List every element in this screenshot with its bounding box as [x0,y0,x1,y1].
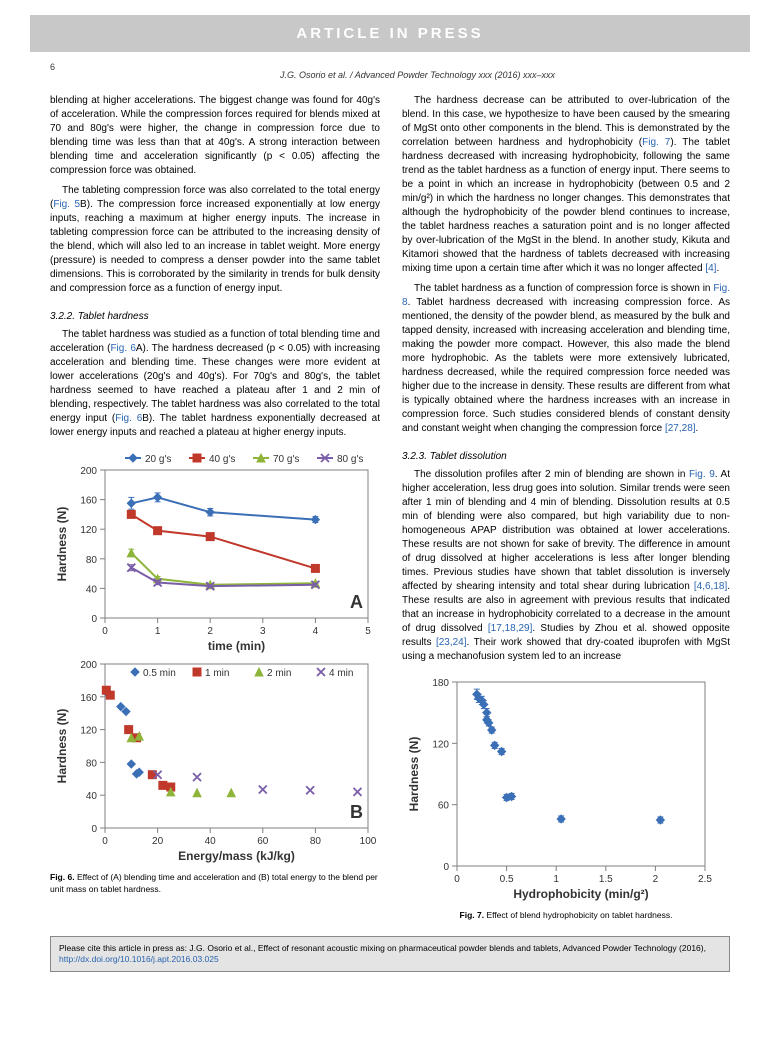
svg-text:60: 60 [438,801,450,812]
svg-text:Hardness (N): Hardness (N) [55,709,69,784]
svg-text:Energy/mass (kJ/kg): Energy/mass (kJ/kg) [178,849,295,863]
svg-text:B: B [350,802,363,822]
svg-text:60: 60 [257,836,269,847]
svg-text:80: 80 [310,836,322,847]
figure-7-chart: 0 0.5 1 1.5 2 2.5 0 60 120 180 Hydrophobicity (min… [402,674,717,904]
svg-text:80: 80 [86,758,98,769]
svg-text:20: 20 [152,836,164,847]
link-fig7[interactable]: Fig. 7 [642,137,670,148]
link-ref2324[interactable]: [23,24] [436,637,467,648]
svg-text:0.5: 0.5 [500,874,514,885]
svg-text:120: 120 [80,726,97,737]
para: The tablet hardness was studied as a fun… [50,328,380,440]
link-ref2728[interactable]: [27,28] [665,423,696,434]
svg-text:120: 120 [432,739,449,750]
para: blending at higher accelerations. The bi… [50,94,380,178]
svg-text:1 min: 1 min [205,668,229,679]
svg-text:180: 180 [432,678,449,689]
figure-6a-chart: 0 1 2 3 4 5 0 40 80 120 160 200 time (min) Hardness (… [50,446,380,656]
para: The hardness decrease can be attributed … [402,94,730,276]
svg-text:4: 4 [313,626,319,637]
svg-text:20 g's: 20 g's [145,454,171,465]
link-fig6b[interactable]: Fig. 6 [115,413,142,424]
svg-text:Hardness (N): Hardness (N) [55,507,69,582]
svg-text:40: 40 [86,584,98,595]
svg-text:80 g's: 80 g's [337,454,363,465]
article-in-press-banner: ARTICLE IN PRESS [30,15,750,52]
svg-text:200: 200 [80,660,97,671]
svg-text:0: 0 [443,862,449,873]
caption-fig6: Fig. 6. Fig. 6. Effect of (A) blending t… [50,872,380,896]
link-fig5[interactable]: Fig. 5 [53,199,80,210]
svg-text:time (min): time (min) [208,639,265,653]
svg-text:160: 160 [80,496,97,507]
svg-text:160: 160 [80,693,97,704]
svg-text:40: 40 [86,791,98,802]
svg-text:0: 0 [91,614,97,625]
svg-text:Hydrophobicity (min/g²): Hydrophobicity (min/g²) [513,887,648,901]
link-ref4618[interactable]: [4,6,18] [694,581,727,592]
svg-text:1: 1 [155,626,161,637]
para: The dissolution profiles after 2 min of … [402,468,730,664]
svg-text:40: 40 [205,836,217,847]
svg-text:0: 0 [102,836,108,847]
svg-text:40 g's: 40 g's [209,454,235,465]
svg-text:A: A [350,592,363,612]
running-head: J.G. Osorio et al. / Advanced Powder Tec… [0,70,780,80]
subhead-322: 3.2.2. Tablet hardness [50,310,380,324]
doi-link[interactable]: http://dx.doi.org/10.1016/j.apt.2016.03.… [59,954,219,964]
svg-text:5: 5 [365,626,371,637]
svg-text:Hardness (N): Hardness (N) [407,737,421,812]
svg-text:0: 0 [91,824,97,835]
left-column: blending at higher accelerations. The bi… [50,94,380,928]
svg-text:70 g's: 70 g's [273,454,299,465]
cite-box: Please cite this article in press as: J.… [50,936,730,972]
svg-text:100: 100 [360,836,377,847]
svg-text:2.5: 2.5 [698,874,712,885]
svg-text:2: 2 [207,626,213,637]
subhead-323: 3.2.3. Tablet dissolution [402,450,730,464]
svg-text:4 min: 4 min [329,668,353,679]
para: The tablet hardness as a function of com… [402,282,730,436]
link-fig9[interactable]: Fig. 9 [689,469,715,480]
svg-text:200: 200 [80,466,97,477]
link-fig6a[interactable]: Fig. 6 [110,343,135,354]
svg-text:1: 1 [553,874,559,885]
svg-text:0: 0 [454,874,460,885]
svg-text:0: 0 [102,626,108,637]
svg-text:0.5 min: 0.5 min [143,668,176,679]
svg-text:1.5: 1.5 [599,874,613,885]
page-number: 6 [50,62,55,72]
right-column: The hardness decrease can be attributed … [402,94,730,928]
svg-text:3: 3 [260,626,266,637]
caption-fig7: Fig. 7. Effect of blend hydrophobicity o… [402,910,730,922]
svg-text:120: 120 [80,525,97,536]
figure-6b-chart: 0 20 40 60 80 100 0 40 80 120 160 200 Energy/mass (k… [50,656,380,866]
link-ref4[interactable]: [4] [705,263,716,274]
svg-text:2 min: 2 min [267,668,291,679]
para: The tableting compression force was also… [50,184,380,296]
svg-text:2: 2 [653,874,659,885]
link-ref171829[interactable]: [17,18,29] [488,623,532,634]
svg-text:80: 80 [86,555,98,566]
